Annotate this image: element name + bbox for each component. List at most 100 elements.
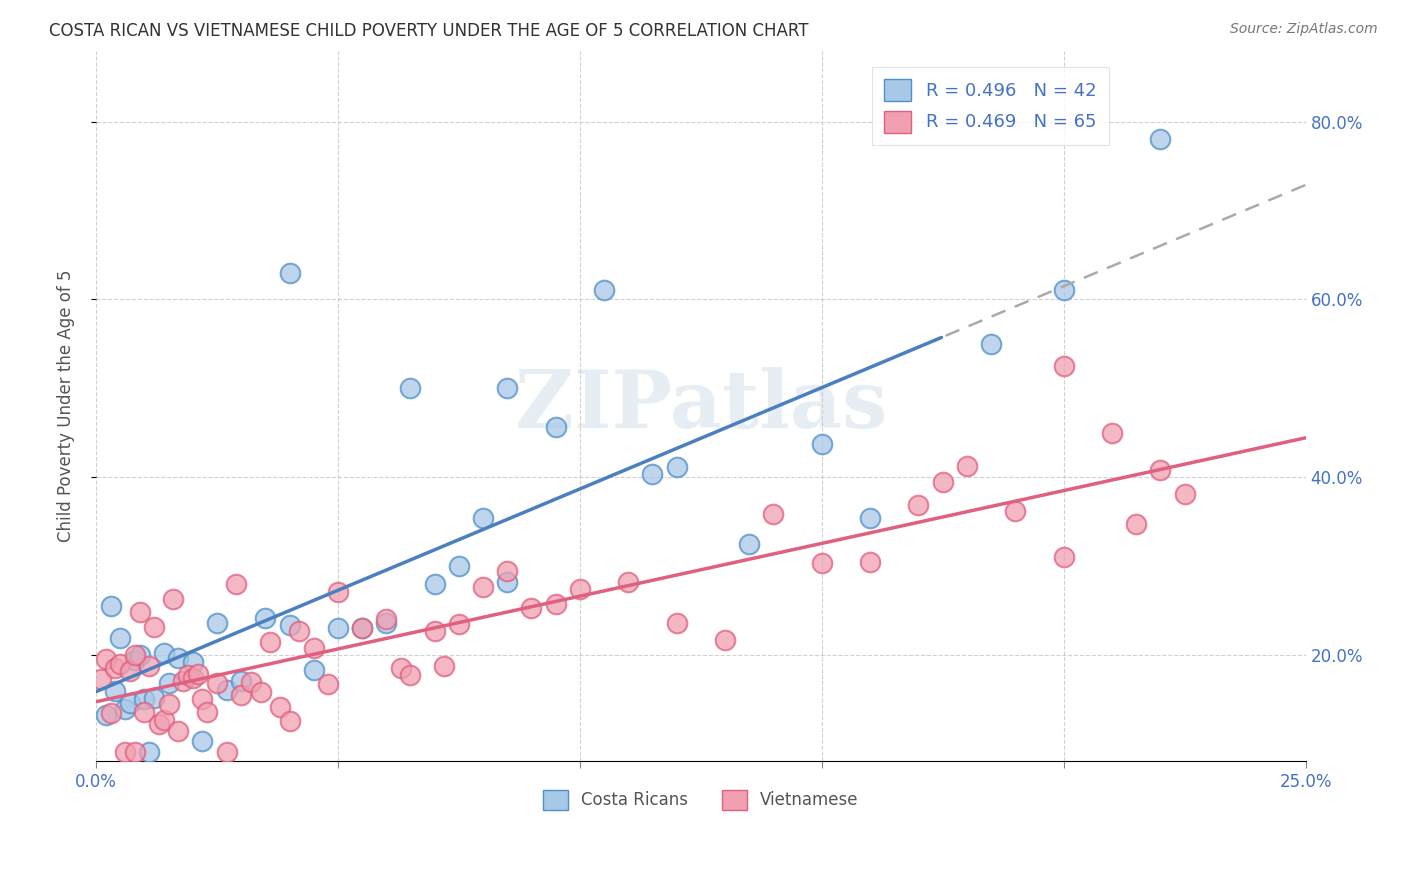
Point [641,467,664,482]
Point [447,559,470,574]
Point [128,605,150,619]
Point [399,668,422,682]
Point [1149,132,1171,146]
Point [352,621,374,635]
Point [94,708,117,723]
Point [143,691,166,706]
Point [375,612,398,626]
Point [249,685,271,699]
Point [90,672,112,686]
Point [544,420,567,434]
Point [94,651,117,665]
Point [231,673,253,688]
Point [143,620,166,634]
Point [181,655,204,669]
Text: COSTA RICAN VS VIETNAMESE CHILD POVERTY UNDER THE AGE OF 5 CORRELATION CHART: COSTA RICAN VS VIETNAMESE CHILD POVERTY … [49,22,808,40]
Point [1125,516,1147,531]
Point [118,664,141,678]
Point [1174,487,1197,501]
Point [269,700,291,714]
Point [148,717,170,731]
Point [316,677,339,691]
Point [187,667,209,681]
Point [907,498,929,512]
Point [118,696,141,710]
Point [205,676,228,690]
Point [100,599,122,614]
Text: ZIPatlas: ZIPatlas [515,367,887,445]
Point [762,507,785,521]
Point [326,584,349,599]
Point [128,648,150,662]
Point [114,701,136,715]
Point [1052,550,1074,565]
Point [375,615,398,630]
Point [278,714,301,728]
Point [278,266,301,280]
Point [472,511,495,525]
Point [593,284,616,298]
Point [423,624,446,639]
Point [134,706,156,720]
Point [138,745,160,759]
Point [114,745,136,759]
Point [1004,503,1026,517]
Point [1149,463,1171,477]
Point [177,667,200,681]
Point [254,611,277,625]
Point [278,618,301,632]
Point [215,745,238,759]
Point [496,564,519,578]
Point [302,663,325,677]
Point [231,688,253,702]
Point [157,676,180,690]
Point [225,576,247,591]
Point [665,615,688,630]
Point [162,592,184,607]
Point [1101,426,1123,441]
Point [108,657,131,672]
Point [738,537,761,551]
Point [472,580,495,594]
Point [302,641,325,656]
Point [288,624,311,639]
Point [496,381,519,395]
Point [810,556,832,570]
Point [167,651,190,665]
Point [205,615,228,630]
Point [124,648,146,662]
Y-axis label: Child Poverty Under the Age of 5: Child Poverty Under the Age of 5 [58,269,75,542]
Point [956,458,979,473]
Point [810,437,832,451]
Point [124,653,146,667]
Point [859,511,882,525]
Point [191,734,214,748]
Point [104,684,127,698]
Point [104,661,127,675]
Point [239,675,262,690]
Point [167,723,190,738]
Point [259,635,281,649]
Point [433,658,456,673]
Point [544,597,567,611]
Point [134,692,156,706]
Point [931,475,953,490]
Point [423,577,446,591]
Text: Source: ZipAtlas.com: Source: ZipAtlas.com [1230,22,1378,37]
Point [157,697,180,711]
Point [215,683,238,698]
Point [138,658,160,673]
Point [389,660,412,674]
Point [665,460,688,475]
Point [1052,359,1074,373]
Point [568,582,591,597]
Point [172,673,194,688]
Point [100,706,122,720]
Point [496,574,519,589]
Point [152,646,174,660]
Legend: Costa Ricans, Vietnamese: Costa Ricans, Vietnamese [536,783,865,817]
Point [152,713,174,727]
Point [1052,284,1074,298]
Point [399,381,422,395]
Point [191,692,214,706]
